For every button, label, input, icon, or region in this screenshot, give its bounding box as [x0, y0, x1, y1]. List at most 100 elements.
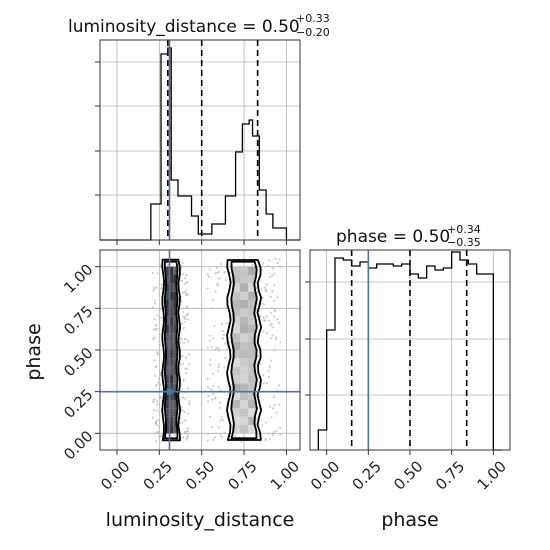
joint-sample-point [180, 322, 183, 325]
mode1-density-cell [169, 316, 174, 325]
joint-sample-point [208, 334, 211, 337]
mode1-density-cell [169, 300, 174, 309]
joint-sample-point [217, 363, 221, 366]
mode2-density-cell [248, 325, 257, 334]
mode1-density-cell [169, 425, 174, 434]
mode2-density-cell [248, 416, 257, 425]
joint-sample-point [273, 348, 276, 351]
joint-sample-point [156, 314, 159, 317]
mode2-density-cell [231, 358, 240, 367]
joint-sample-point [185, 306, 188, 309]
joint-sample-point [160, 283, 164, 286]
frames-layer [95, 39, 511, 455]
mode2-density-cell [248, 375, 257, 384]
mode2-contour-inner [230, 260, 258, 440]
joint-sample-point [218, 406, 222, 409]
joint-sample-point [157, 430, 160, 434]
mode2-density-cell [248, 341, 257, 350]
joint-sample-point [224, 307, 227, 310]
mode2-density-cell [231, 400, 240, 409]
joint-sample-point [256, 302, 259, 305]
joint-sample-point [218, 277, 221, 280]
joint-sample-point [209, 415, 212, 418]
joint-sample-point [158, 426, 161, 429]
joint-sample-point [270, 416, 273, 419]
joint-sample-point [184, 317, 187, 321]
mode2-density-cell [240, 366, 249, 375]
right-xtick-label-1: 0.25 [349, 457, 385, 493]
joint-sample-point [268, 259, 271, 262]
text-layer: luminosity_distance = 0.50 +0.33 −0.20 p… [23, 12, 510, 531]
joint-sample-point [214, 348, 217, 351]
joint-sample-point [272, 267, 275, 270]
mode1-contour-inner [163, 260, 179, 440]
mode2-density-cell [248, 300, 257, 309]
mode1-density-cell [173, 350, 178, 359]
joint-sample-point [262, 330, 265, 333]
mode1-density-cell [173, 308, 178, 317]
joint-sample-point [278, 258, 281, 261]
joint-sample-point [156, 403, 159, 406]
joint-sample-point [270, 322, 273, 325]
mode1-density-cell [169, 391, 174, 400]
joint-ytick-label-0: 0.00 [60, 427, 96, 463]
mode2-density-cell [240, 341, 249, 350]
joint-sample-point [155, 365, 158, 368]
joint-sample-point [185, 293, 188, 297]
joint-sample-point [208, 363, 212, 366]
joint-sample-point [182, 378, 185, 382]
joint-sample-point [279, 341, 282, 344]
joint-sample-point [219, 401, 222, 404]
mode2-density-cell [240, 275, 249, 284]
joint-sample-point [274, 257, 277, 260]
joint-sample-point [152, 399, 155, 402]
joint-sample-point [186, 427, 189, 430]
mode1-density-cell [165, 308, 170, 317]
joint-sample-point [222, 334, 226, 337]
joint-sample-point [187, 293, 190, 296]
joint-sample-point [183, 410, 186, 413]
mode1-density-cell [169, 358, 174, 367]
joint-sample-point [211, 307, 214, 310]
joint-sample-point [187, 387, 190, 390]
mode2-density-cell [231, 291, 240, 300]
title-phase-upper: +0.34 [447, 223, 481, 236]
joint-sample-point [224, 356, 227, 360]
x-axis-label-phase: phase [381, 509, 438, 531]
joint-sample-point [153, 299, 156, 302]
joint-sample-point [265, 283, 268, 286]
joint-sample-point [279, 433, 282, 436]
joint-sample-point [151, 271, 154, 274]
joint-sample-point [226, 348, 229, 351]
joint-sample-point [273, 272, 276, 275]
joint-sample-point [275, 411, 278, 414]
joint-ytick-label-2: 0.50 [60, 344, 96, 380]
joint-sample-point [219, 433, 222, 436]
joint-sample-point [265, 290, 268, 293]
joint-sample-point [154, 440, 157, 443]
lines-layer [100, 40, 468, 450]
joint-sample-point [183, 291, 186, 294]
mode2-density-cell [248, 358, 257, 367]
joint-sample-point [268, 365, 271, 368]
joint-sample-point [206, 400, 210, 403]
joint-sample-point [181, 421, 184, 424]
joint-sample-point [156, 272, 159, 275]
mode2-density-cell [240, 400, 249, 409]
joint-sample-point [155, 327, 159, 330]
joint-sample-point [154, 328, 157, 331]
mode2-density-cell [248, 291, 257, 300]
mode1-density-cell [173, 391, 178, 400]
joint-sample-point [220, 416, 223, 419]
joint-sample-point [262, 382, 265, 385]
joint-sample-point [251, 263, 254, 266]
mode2-density-cell [231, 375, 240, 384]
mode1-density-cell [169, 333, 174, 342]
joint-sample-point [188, 363, 191, 366]
joint-sample-point [263, 319, 266, 322]
mode2-density-cell [231, 325, 240, 334]
mode2-density-cell [240, 391, 249, 400]
joint-sample-point [186, 281, 189, 284]
mode2-density-cell [240, 408, 249, 417]
joint-sample-point [271, 274, 274, 277]
